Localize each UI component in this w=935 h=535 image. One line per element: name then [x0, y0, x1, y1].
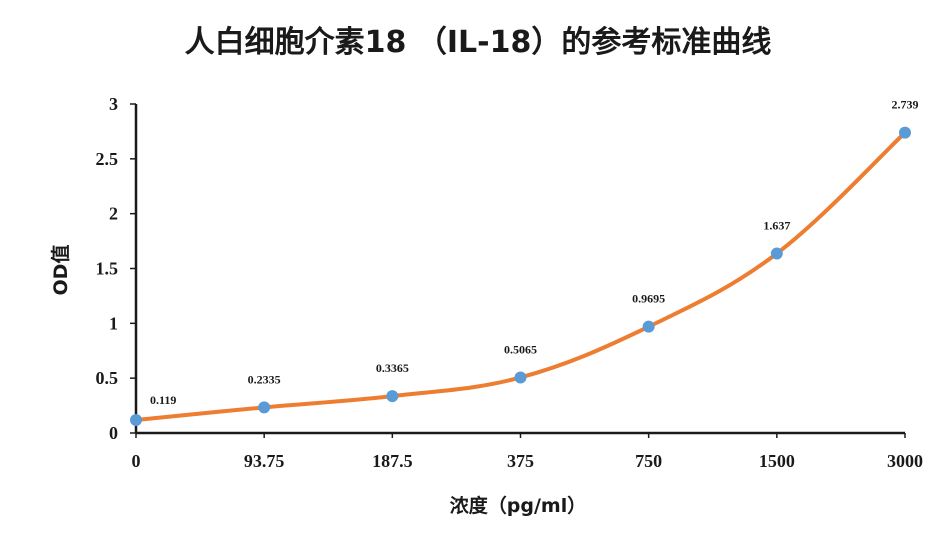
- data-point: [386, 390, 399, 403]
- data-label: 0.119: [150, 393, 176, 407]
- data-label: 0.9695: [632, 292, 665, 306]
- x-tick-label: 187.5: [372, 451, 413, 471]
- x-tick-label: 93.75: [244, 451, 285, 471]
- x-tick-label: 3000: [887, 451, 923, 471]
- y-tick-label: 0: [109, 423, 118, 443]
- y-axis-title: OD值: [49, 245, 72, 296]
- series-layer: 0.119 0.2335 0.3365 0.5065 0.9695 1.637 2.739: [130, 98, 919, 426]
- data-label: 2.739: [892, 98, 919, 112]
- x-tick-label: 375: [507, 451, 534, 471]
- data-point: [514, 371, 527, 384]
- x-axis-title: 浓度（pg/ml）: [450, 494, 586, 517]
- data-point: [770, 247, 783, 260]
- data-point: [642, 320, 655, 333]
- y-tick-label: 2.5: [96, 149, 119, 169]
- y-tick-label: 2: [109, 204, 118, 224]
- y-tick-label: 1.5: [96, 259, 119, 279]
- data-label: 1.637: [763, 218, 790, 232]
- x-tick-label: 1500: [759, 451, 795, 471]
- y-tick-label: 3: [109, 94, 118, 114]
- data-point: [899, 126, 911, 139]
- data-point: [130, 413, 142, 426]
- data-label: 0.2335: [248, 372, 281, 386]
- y-tick-label: 1: [109, 313, 118, 333]
- data-label: 0.5065: [504, 342, 537, 356]
- data-point: [258, 401, 271, 414]
- x-axis-ticks: 0 93.75 187.5 375 750 1500 3000: [132, 433, 923, 471]
- y-axis-ticks: 0 0.5 1 1.5 2 2.5 3: [96, 94, 136, 443]
- x-tick-label: 0: [132, 451, 141, 471]
- x-tick-label: 750: [635, 451, 662, 471]
- data-label: 0.3365: [376, 361, 409, 375]
- y-tick-label: 0.5: [96, 368, 119, 388]
- chart-title: 人白细胞介素18 （IL-18）的参考标准曲线: [185, 25, 772, 60]
